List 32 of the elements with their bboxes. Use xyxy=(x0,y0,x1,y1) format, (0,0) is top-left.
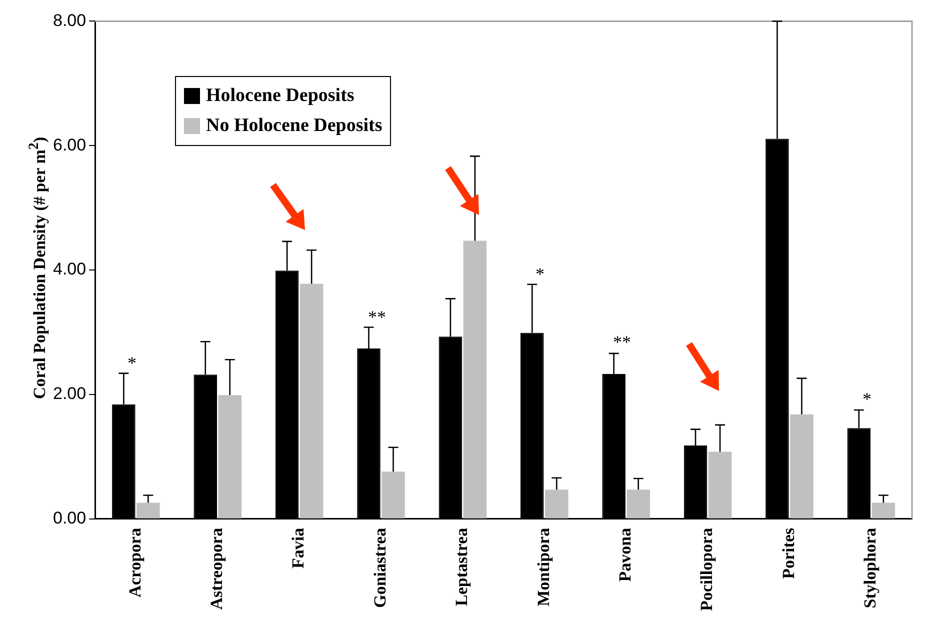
legend-label: No Holocene Deposits xyxy=(206,114,382,138)
bar xyxy=(626,490,650,518)
bar xyxy=(218,395,242,518)
y-tick-label: 2.00 xyxy=(52,384,86,404)
x-tick-label: Montipora xyxy=(534,527,553,606)
legend-label: Holocene Deposits xyxy=(206,84,354,108)
y-tick-label: 6.00 xyxy=(52,135,86,154)
bar xyxy=(136,502,160,518)
bar xyxy=(872,502,896,518)
x-tick-label: Astreopora xyxy=(207,527,226,610)
annotation: ** xyxy=(368,307,386,327)
bar xyxy=(790,414,814,518)
annotation: * xyxy=(128,353,136,373)
x-tick-label: Porites xyxy=(778,528,798,579)
x-tick-label: Leptastrea xyxy=(452,527,472,606)
bar xyxy=(463,240,487,518)
x-tick-label: Favia xyxy=(288,527,308,569)
x-tick-label: Goniastrea xyxy=(370,527,390,608)
bar xyxy=(300,284,324,518)
y-tick-label: 8.00 xyxy=(52,10,86,30)
annotation: * xyxy=(862,389,872,409)
x-tick-label: Pavona xyxy=(615,527,634,582)
y-tick-label: 0.00 xyxy=(52,508,86,528)
x-tick-label: Pocillopora xyxy=(697,527,716,612)
bar xyxy=(708,452,732,518)
annotation: ** xyxy=(613,332,631,352)
x-tick-label: Acropora xyxy=(125,527,144,598)
bar xyxy=(382,472,405,518)
bar xyxy=(545,490,568,518)
x-tick-label: Stylophora xyxy=(860,527,880,608)
y-tick-label: 4.00 xyxy=(52,260,86,279)
annotation: * xyxy=(536,264,544,284)
